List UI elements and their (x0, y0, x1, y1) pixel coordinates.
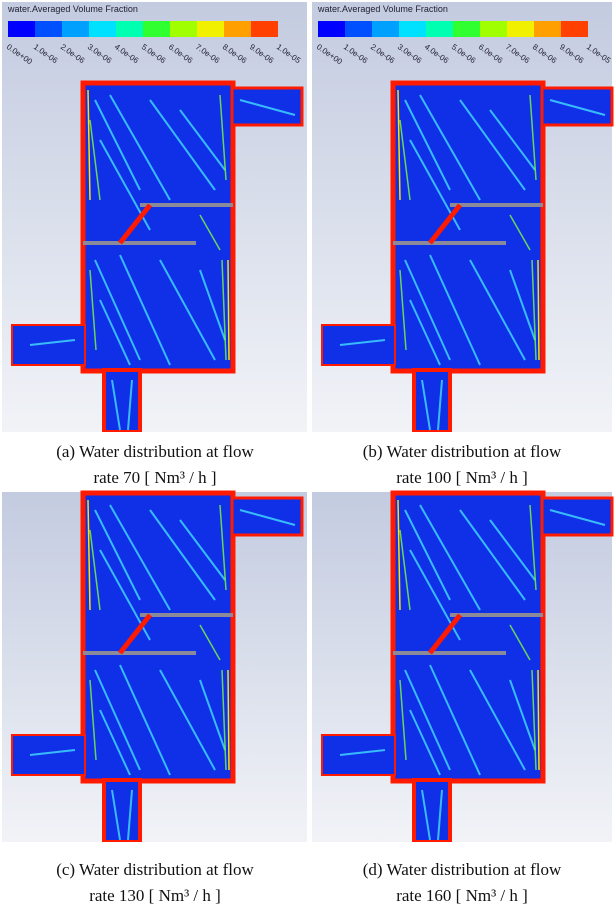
colorbar-cell (480, 21, 507, 37)
colorbar-cell (62, 21, 89, 37)
caption-line: rate 130 [ Nm³ / h ] (89, 886, 221, 905)
colorbar-cell (345, 21, 372, 37)
colorbar-cell (89, 21, 116, 37)
colorbar-cell (507, 21, 534, 37)
caption-line: rate 100 [ Nm³ / h ] (396, 468, 528, 487)
colorbar-cell (35, 21, 62, 37)
colorbar-cell (399, 21, 426, 37)
colorbar-cell (197, 21, 224, 37)
colorbar-cell (318, 21, 345, 37)
colorbar-cell (116, 21, 143, 37)
legend-title: water.Averaged Volume Fraction (317, 4, 448, 14)
colorbar-cell (561, 21, 588, 37)
page: {"legend": {"title": "water.Averaged Vol… (0, 0, 614, 913)
colorbar-cell (8, 21, 35, 37)
caption-line: rate 160 [ Nm³ / h ] (396, 886, 528, 905)
colorbar-cell (372, 21, 399, 37)
colorbar-cell (453, 21, 480, 37)
colorbar-cell (534, 21, 561, 37)
caption-line: (c) Water distribution at flow (56, 860, 254, 879)
colorbar-cell (224, 21, 251, 37)
caption-line: (d) Water distribution at flow (363, 860, 562, 879)
colorbar-cell (170, 21, 197, 37)
legend-title: water.Averaged Volume Fraction (7, 4, 138, 14)
caption-line: (b) Water distribution at flow (363, 442, 562, 461)
figure: (a) Water distribution at flow rate 70 [ … (0, 0, 614, 913)
colorbar-cell (143, 21, 170, 37)
caption-line: (a) Water distribution at flow (56, 442, 254, 461)
colorbar-cell (426, 21, 453, 37)
colorbar-cell (251, 21, 278, 37)
caption-line: rate 70 [ Nm³ / h ] (93, 468, 216, 487)
